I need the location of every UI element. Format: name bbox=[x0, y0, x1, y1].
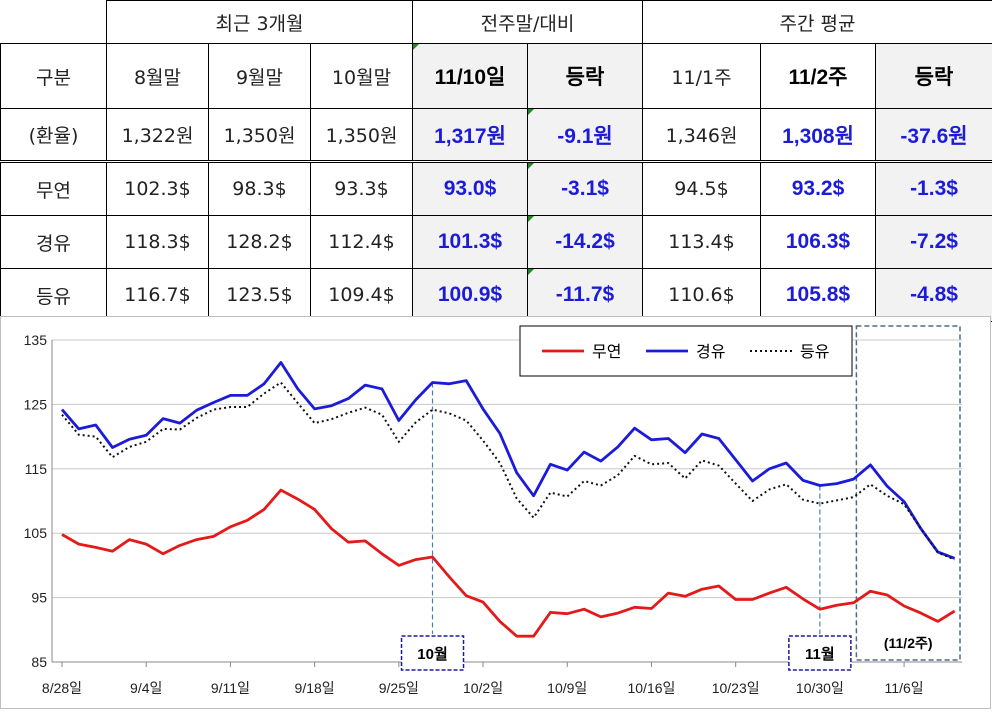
sub-header-nov-week-1: 11/1주 bbox=[643, 44, 761, 109]
row-label-gasoline: 무연 bbox=[1, 162, 107, 216]
x-tick-label: 10/30일 bbox=[796, 680, 844, 696]
x-tick-label: 9/25일 bbox=[379, 680, 419, 696]
price-chart-container: 135 125 115 105 95 85 8/28일 9/4일 9/11일 9/18일 9/25일… bbox=[0, 316, 992, 710]
sub-header-nov-week-2: 11/2주 bbox=[761, 44, 876, 109]
cell-value: 128.2$ bbox=[209, 216, 311, 269]
sub-header-change-1: 등락 bbox=[528, 44, 643, 109]
price-table: 최근 3개월 전주말/대비 주간 평균 구분 8월말 9월말 10월말 11/1… bbox=[0, 0, 992, 322]
cell-value: 1,317원 bbox=[413, 109, 528, 162]
cell-value: 93.3$ bbox=[311, 162, 413, 216]
cell-value: -1.3$ bbox=[876, 162, 992, 216]
table-row-kerosene: 등유 116.7$ 123.5$ 109.4$ 100.9$ -11.7$ 11… bbox=[1, 269, 992, 322]
sub-header-nov-10: 11/10일 bbox=[413, 44, 528, 109]
x-tick-label: 10/9일 bbox=[547, 680, 587, 696]
row-label-exchange-rate: (환율) bbox=[1, 109, 107, 162]
cell-value: 1,322원 bbox=[107, 109, 209, 162]
y-tick-label: 85 bbox=[31, 654, 47, 670]
cell-value: 105.8$ bbox=[761, 269, 876, 322]
table-row-diesel: 경유 118.3$ 128.2$ 112.4$ 101.3$ -14.2$ 11… bbox=[1, 216, 992, 269]
table-corner-cell bbox=[1, 1, 107, 44]
price-table-container: 최근 3개월 전주말/대비 주간 평균 구분 8월말 9월말 10월말 11/1… bbox=[0, 0, 992, 312]
label-header-cell: 구분 bbox=[1, 44, 107, 109]
row-label-diesel: 경유 bbox=[1, 216, 107, 269]
cell-value: -37.6원 bbox=[876, 109, 992, 162]
cell-value: 123.5$ bbox=[209, 269, 311, 322]
cell-value: 100.9$ bbox=[413, 269, 528, 322]
x-tick-label: 10/23일 bbox=[712, 680, 760, 696]
cell-value: 1,350원 bbox=[209, 109, 311, 162]
cell-value: -9.1원 bbox=[528, 109, 643, 162]
row-label-kerosene: 등유 bbox=[1, 269, 107, 322]
group-header-week-end-compare: 전주말/대비 bbox=[413, 1, 643, 44]
x-tick-label: 10/2일 bbox=[463, 680, 503, 696]
y-tick-label: 95 bbox=[31, 590, 47, 606]
month-marker-label: 11월 bbox=[805, 646, 835, 663]
table-row-exchange-rate: (환율) 1,322원 1,350원 1,350원 1,317원 -9.1원 1… bbox=[1, 109, 992, 162]
y-tick-label: 115 bbox=[25, 461, 48, 477]
group-header-weekly-average: 주간 평균 bbox=[643, 1, 992, 44]
table-sub-header-row: 구분 8월말 9월말 10월말 11/10일 등락 11/1주 11/2주 등락 bbox=[1, 44, 992, 109]
cell-value: 116.7$ bbox=[107, 269, 209, 322]
x-tick-label: 11/6일 bbox=[885, 680, 924, 696]
cell-value: 93.2$ bbox=[761, 162, 876, 216]
group-header-recent-3-months: 최근 3개월 bbox=[107, 1, 413, 44]
table-row-gasoline: 무연 102.3$ 98.3$ 93.3$ 93.0$ -3.1$ 94.5$ … bbox=[1, 162, 992, 216]
cell-value: 106.3$ bbox=[761, 216, 876, 269]
month-marker-label: 10월 bbox=[417, 646, 448, 663]
y-tick-label: 135 bbox=[24, 332, 48, 348]
cell-value: 102.3$ bbox=[107, 162, 209, 216]
cell-value: 94.5$ bbox=[643, 162, 761, 216]
price-line-chart: 135 125 115 105 95 85 8/28일 9/4일 9/11일 9/18일 9/25일… bbox=[0, 316, 992, 710]
cell-value: 113.4$ bbox=[643, 216, 761, 269]
sub-header-aug-end: 8월말 bbox=[107, 44, 209, 109]
sub-header-change-2: 등락 bbox=[876, 44, 992, 109]
legend-label: 무연 bbox=[592, 343, 621, 361]
cell-value: 109.4$ bbox=[311, 269, 413, 322]
cell-value: 110.6$ bbox=[643, 269, 761, 322]
cell-value: 93.0$ bbox=[413, 162, 528, 216]
cell-value: 1,350원 bbox=[311, 109, 413, 162]
x-tick-label: 10/16일 bbox=[627, 680, 675, 696]
y-tick-label: 125 bbox=[24, 396, 48, 412]
cell-value: 118.3$ bbox=[107, 216, 209, 269]
cell-value: 1,308원 bbox=[761, 109, 876, 162]
x-tick-label: 9/11일 bbox=[211, 680, 250, 696]
cell-value: 98.3$ bbox=[209, 162, 311, 216]
y-tick-label: 105 bbox=[24, 525, 48, 541]
cell-value: -11.7$ bbox=[528, 269, 643, 322]
cell-value: -3.1$ bbox=[528, 162, 643, 216]
cell-value: 101.3$ bbox=[413, 216, 528, 269]
week-highlight-label: (11/2주) bbox=[884, 635, 933, 651]
x-tick-label: 9/18일 bbox=[295, 680, 335, 696]
sub-header-oct-end: 10월말 bbox=[311, 44, 413, 109]
x-tick-label: 8/28일 bbox=[42, 680, 82, 696]
cell-value: 112.4$ bbox=[311, 216, 413, 269]
cell-value: -4.8$ bbox=[876, 269, 992, 322]
cell-value: -14.2$ bbox=[528, 216, 643, 269]
legend-label: 경유 bbox=[696, 343, 725, 361]
cell-value: -7.2$ bbox=[876, 216, 992, 269]
table-group-header-row: 최근 3개월 전주말/대비 주간 평균 bbox=[1, 1, 992, 44]
x-tick-label: 9/4일 bbox=[130, 680, 162, 696]
sub-header-sep-end: 9월말 bbox=[209, 44, 311, 109]
legend-label: 등유 bbox=[800, 344, 829, 361]
cell-value: 1,346원 bbox=[643, 109, 761, 162]
